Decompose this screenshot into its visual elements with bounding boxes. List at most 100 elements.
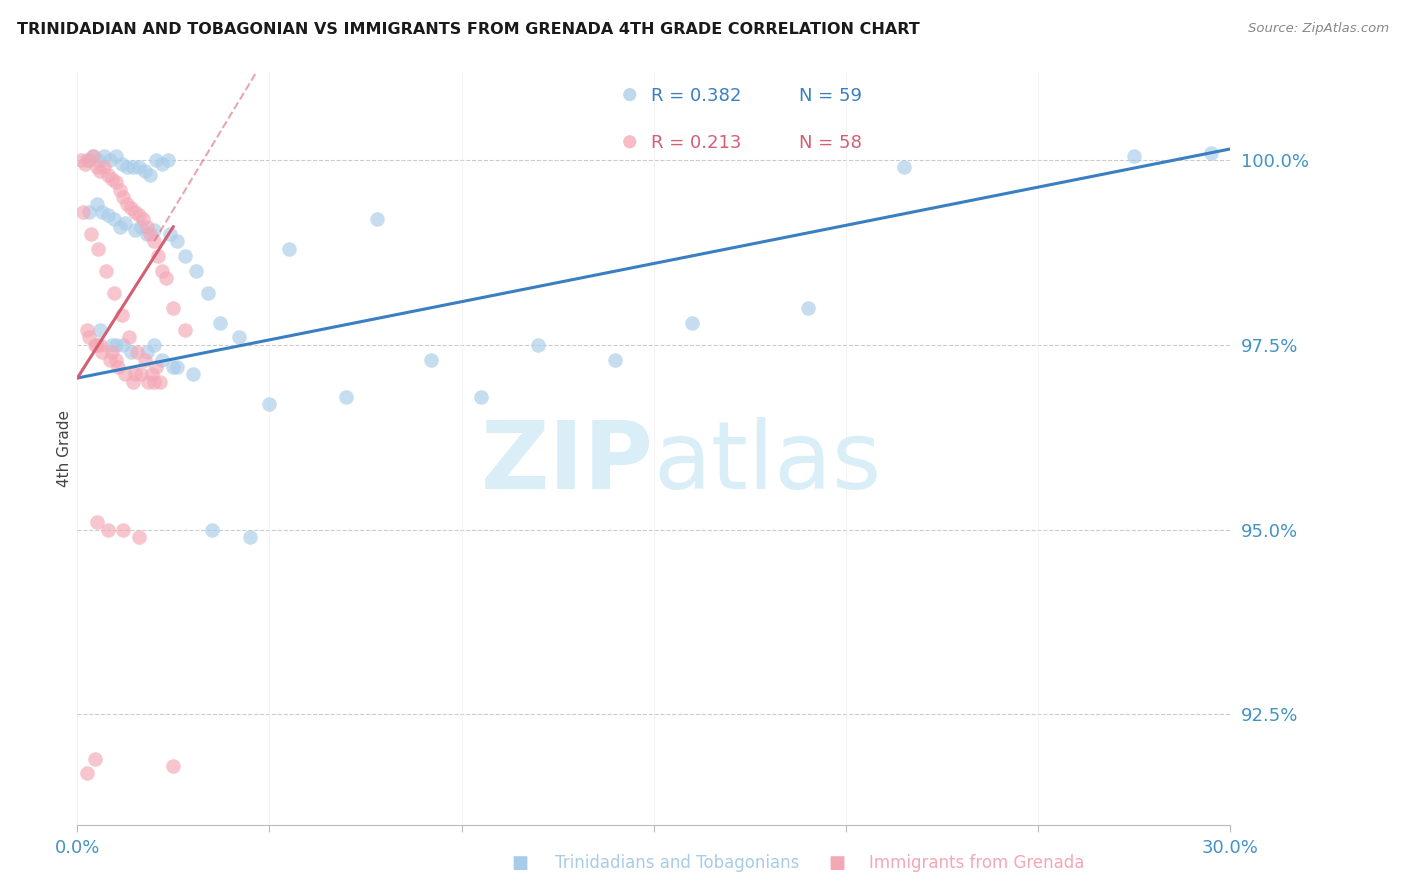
Point: [128, 209, 150, 223]
Point: [104, 149, 127, 163]
Point: [98, 352, 121, 367]
Point: [166, 359, 188, 374]
Point: [143, 223, 166, 237]
Point: [139, 168, 162, 182]
Point: [156, 153, 179, 167]
Point: [97, 209, 120, 223]
Point: [96, 264, 117, 278]
Point: [419, 352, 441, 367]
Point: [110, 157, 132, 171]
Point: [125, 345, 148, 359]
Point: [87, 153, 110, 167]
Point: [77, 330, 100, 344]
Point: [82, 149, 104, 163]
Point: [101, 171, 124, 186]
Point: [1199, 145, 1222, 160]
Text: R = 0.382: R = 0.382: [651, 87, 741, 104]
Point: [122, 161, 145, 175]
Point: [103, 212, 125, 227]
Point: [77, 153, 100, 167]
Point: [98, 153, 121, 167]
Point: [120, 345, 142, 359]
Text: R = 0.213: R = 0.213: [651, 134, 741, 152]
Point: [145, 153, 167, 167]
Point: [138, 375, 160, 389]
Point: [114, 216, 136, 230]
Point: [150, 352, 173, 367]
Point: [129, 219, 152, 234]
Point: [155, 271, 177, 285]
Point: [89, 164, 111, 178]
Point: [76, 766, 98, 780]
Point: [893, 161, 915, 175]
Point: [83, 751, 105, 765]
Point: [124, 223, 146, 237]
Point: [77, 204, 100, 219]
Point: [91, 345, 114, 359]
Point: [239, 530, 262, 544]
Point: [146, 249, 169, 263]
Point: [82, 149, 104, 163]
Point: [72, 204, 94, 219]
Point: [181, 368, 204, 382]
Point: [186, 264, 208, 278]
Point: [149, 375, 172, 389]
Text: Trinidadians and Tobagonians: Trinidadians and Tobagonians: [555, 855, 800, 872]
Text: TRINIDADIAN AND TOBAGONIAN VS IMMIGRANTS FROM GRENADA 4TH GRADE CORRELATION CHAR: TRINIDADIAN AND TOBAGONIAN VS IMMIGRANTS…: [17, 22, 920, 37]
Point: [83, 338, 105, 352]
Point: [150, 264, 173, 278]
Point: [277, 242, 299, 256]
Point: [107, 359, 129, 374]
Point: [159, 227, 181, 241]
Point: [112, 190, 135, 204]
Point: [128, 530, 150, 544]
Point: [208, 316, 231, 330]
Point: [118, 330, 141, 344]
Point: [619, 135, 641, 149]
Point: [112, 523, 135, 537]
Point: [86, 338, 108, 352]
Point: [76, 323, 98, 337]
Point: [93, 149, 115, 163]
Point: [150, 157, 173, 171]
Point: [86, 197, 108, 211]
Point: [112, 338, 135, 352]
Point: [104, 175, 127, 189]
Point: [89, 323, 111, 337]
Point: [73, 157, 96, 171]
Point: [117, 161, 139, 175]
Text: ■: ■: [828, 855, 845, 872]
Point: [162, 359, 184, 374]
Point: [619, 87, 641, 102]
Point: [117, 197, 139, 211]
Point: [197, 286, 219, 301]
Point: [124, 368, 146, 382]
Point: [97, 523, 120, 537]
Point: [128, 161, 150, 175]
Point: [87, 242, 110, 256]
Point: [120, 201, 142, 215]
Point: [366, 212, 388, 227]
Point: [108, 183, 131, 197]
Point: [86, 161, 108, 175]
Point: [174, 249, 197, 263]
Text: Source: ZipAtlas.com: Source: ZipAtlas.com: [1249, 22, 1389, 36]
Point: [110, 308, 132, 322]
Text: ■: ■: [512, 855, 529, 872]
Point: [228, 330, 250, 344]
Text: N = 58: N = 58: [799, 134, 862, 152]
Point: [86, 515, 108, 529]
Point: [527, 338, 550, 352]
Point: [143, 235, 166, 249]
Point: [1123, 149, 1146, 163]
Point: [796, 301, 818, 315]
Point: [143, 338, 166, 352]
Y-axis label: 4th Grade: 4th Grade: [56, 409, 72, 487]
Point: [104, 352, 127, 367]
Point: [145, 359, 167, 374]
Text: atlas: atlas: [654, 417, 882, 509]
Point: [131, 212, 153, 227]
Point: [101, 338, 124, 352]
Point: [97, 168, 120, 182]
Point: [135, 345, 157, 359]
